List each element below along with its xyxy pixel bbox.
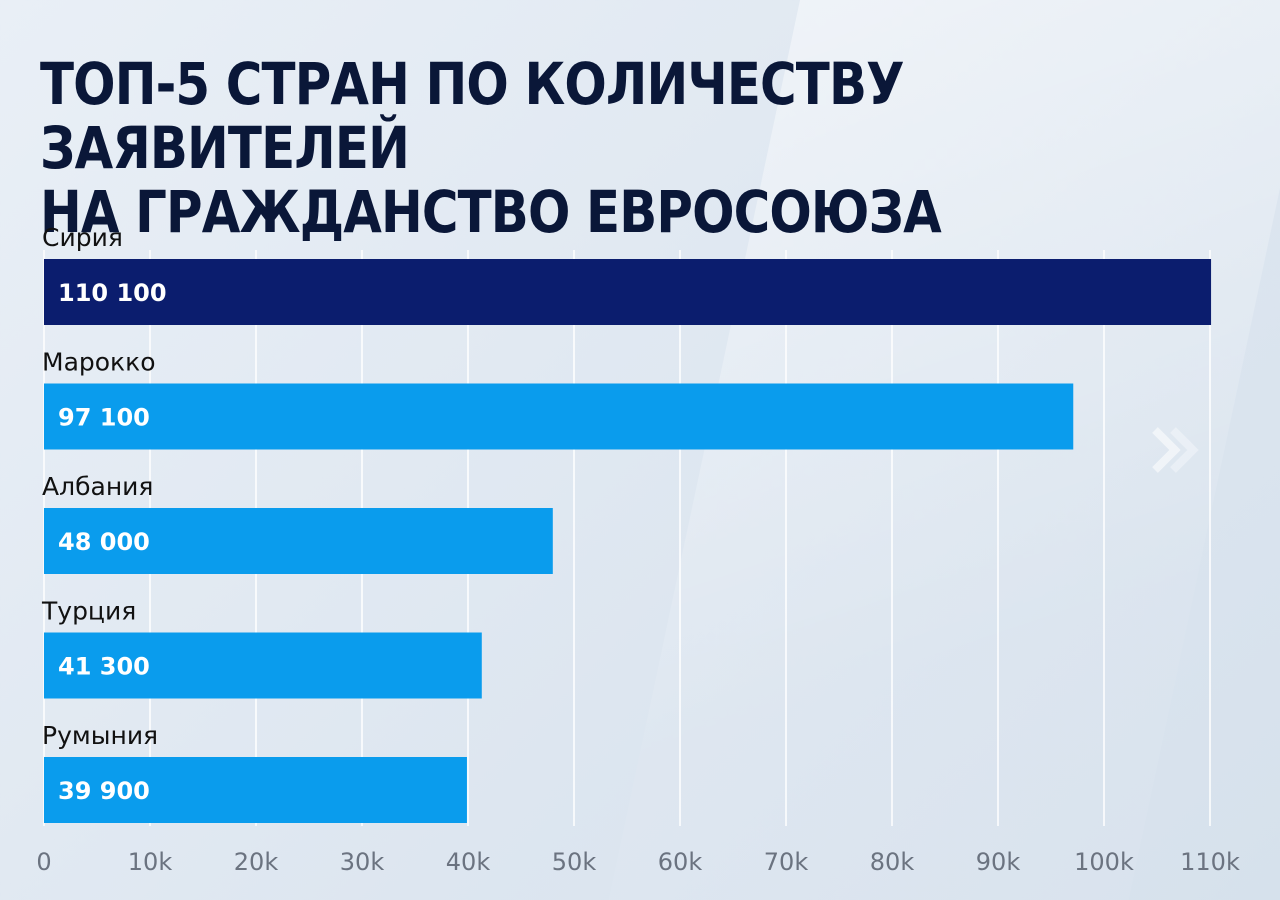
bar	[44, 508, 553, 574]
x-tick-label: 20k	[234, 848, 279, 876]
chart-title-line-1: ТОП-5 СТРАН ПО КОЛИЧЕСТВУ ЗАЯВИТЕЛЕЙ	[40, 50, 905, 182]
x-tick-label: 70k	[764, 848, 809, 876]
decorative-chevron-icon	[1152, 427, 1199, 473]
x-tick-label: 30k	[340, 848, 385, 876]
x-tick-label: 90k	[976, 848, 1021, 876]
x-tick-label: 80k	[870, 848, 915, 876]
x-tick-label: 60k	[658, 848, 703, 876]
category-label: Албания	[42, 472, 153, 501]
x-tick-label: 0	[36, 848, 51, 876]
bar-value-label: 39 900	[58, 777, 150, 805]
bar	[44, 383, 1074, 450]
x-tick-label: 10k	[128, 848, 173, 876]
x-tick-label: 50k	[552, 848, 597, 876]
category-label: Турция	[41, 597, 136, 626]
bar	[44, 632, 482, 699]
bar-value-label: 110 100	[58, 279, 167, 307]
x-tick-label: 40k	[446, 848, 491, 876]
x-tick-label: 100k	[1074, 848, 1134, 876]
bar-value-label: 48 000	[58, 528, 150, 556]
x-tick-label: 110k	[1180, 848, 1240, 876]
bar-value-label: 97 100	[58, 404, 150, 432]
bar-value-label: 41 300	[58, 653, 150, 681]
chart-title: ТОП-5 СТРАН ПО КОЛИЧЕСТВУ ЗАЯВИТЕЛЕЙ НА …	[40, 52, 1072, 244]
category-label: Румыния	[42, 721, 158, 750]
category-label: Сирия	[42, 223, 123, 252]
chart-title-line-2: НА ГРАЖДАНСТВО ЕВРОСОЮЗА	[40, 178, 942, 246]
category-label: Марокко	[42, 348, 156, 377]
bar	[44, 757, 467, 823]
bar	[44, 259, 1212, 325]
